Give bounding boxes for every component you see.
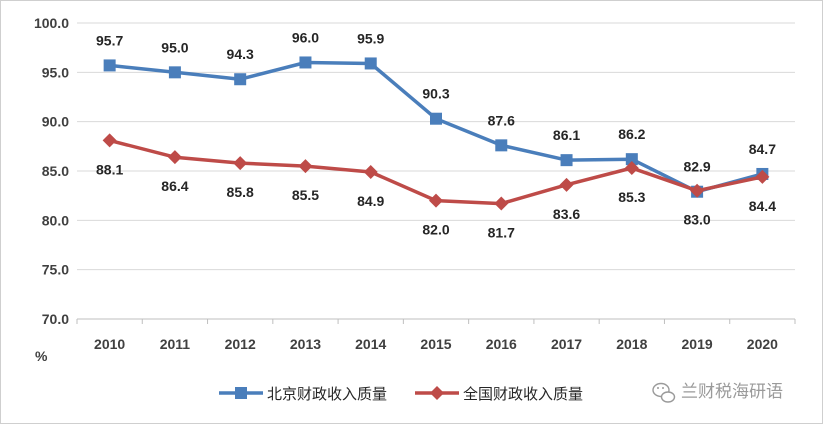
x-tick-label: 2013 bbox=[290, 336, 321, 352]
data-label: 85.8 bbox=[227, 184, 254, 200]
y-axis-unit: % bbox=[35, 348, 48, 364]
data-label: 83.0 bbox=[683, 212, 710, 228]
data-label: 96.0 bbox=[292, 29, 319, 45]
data-label: 94.3 bbox=[227, 46, 254, 62]
data-point-marker bbox=[298, 159, 313, 174]
data-point-marker bbox=[233, 156, 248, 171]
data-labels: 95.7 95.0 94.3 96.0 95.9 90.3 87.6 86.1 86.2 82.9… bbox=[96, 29, 776, 240]
data-label: 87.6 bbox=[488, 112, 515, 128]
data-point-marker bbox=[364, 57, 377, 70]
data-point-marker bbox=[430, 112, 442, 125]
legend-label-beijing: 北京财政收入质量 bbox=[267, 385, 387, 403]
data-point-marker bbox=[234, 73, 247, 86]
data-label: 82.9 bbox=[683, 159, 710, 175]
data-label: 95.0 bbox=[161, 39, 188, 55]
data-label: 86.2 bbox=[618, 126, 645, 142]
data-point-marker bbox=[560, 154, 573, 167]
wechat-icon bbox=[652, 382, 676, 403]
data-label: 95.9 bbox=[357, 30, 384, 46]
y-tick-label: 75.0 bbox=[42, 262, 69, 278]
legend-square-marker bbox=[235, 387, 247, 399]
data-point-marker bbox=[690, 183, 705, 198]
data-label: 95.7 bbox=[96, 32, 123, 48]
series-lines bbox=[102, 56, 770, 211]
data-label: 84.7 bbox=[749, 141, 776, 157]
data-point-marker bbox=[559, 177, 574, 192]
data-point-marker bbox=[363, 164, 378, 179]
watermark: 兰财税海研语 bbox=[652, 382, 783, 403]
x-tick-label: 2017 bbox=[551, 336, 582, 352]
y-tick-label: 100.0 bbox=[34, 15, 69, 31]
legend-label-national: 全国财政收入质量 bbox=[463, 385, 583, 403]
x-tick-label: 2015 bbox=[420, 336, 451, 352]
y-tick-label: 80.0 bbox=[42, 212, 69, 228]
y-tick-label: 85.0 bbox=[42, 163, 69, 179]
data-point-marker bbox=[167, 150, 182, 165]
x-tick-label: 2016 bbox=[486, 336, 517, 352]
data-point-marker bbox=[429, 193, 443, 208]
y-tick-label: 90.0 bbox=[42, 114, 69, 130]
x-tick-label: 2018 bbox=[616, 336, 647, 352]
data-label: 85.5 bbox=[292, 187, 319, 203]
data-point-marker bbox=[102, 133, 117, 148]
y-tick-label: 95.0 bbox=[42, 64, 69, 80]
data-label: 86.1 bbox=[553, 127, 580, 143]
data-label: 81.7 bbox=[488, 225, 515, 241]
watermark-text: 兰财税海研语 bbox=[681, 382, 783, 402]
x-tick-label: 2011 bbox=[160, 336, 191, 352]
legend-diamond-marker bbox=[430, 386, 444, 400]
data-point-marker bbox=[624, 161, 639, 176]
axes: 100.0 95.0 90.0 85.0 80.0 75.0 70.0 2010 2011 201… bbox=[34, 15, 796, 352]
data-label: 82.0 bbox=[422, 222, 449, 238]
data-label: 90.3 bbox=[422, 86, 449, 102]
data-point-marker bbox=[103, 59, 116, 72]
data-point-marker bbox=[168, 66, 181, 79]
x-tick-label: 2020 bbox=[747, 336, 778, 352]
data-label: 86.4 bbox=[161, 178, 188, 194]
data-point-marker bbox=[625, 153, 638, 166]
data-label: 83.6 bbox=[553, 206, 580, 222]
data-point-marker bbox=[495, 139, 508, 152]
x-tick-label: 2019 bbox=[682, 336, 713, 352]
data-point-marker bbox=[299, 56, 312, 69]
legend: 北京财政收入质量 全国财政收入质量 bbox=[219, 385, 583, 403]
data-label: 85.3 bbox=[618, 189, 645, 205]
x-tick-label: 2014 bbox=[355, 336, 386, 352]
x-tick-label: 2012 bbox=[225, 336, 256, 352]
data-label: 88.1 bbox=[96, 161, 123, 177]
data-label: 84.4 bbox=[749, 198, 776, 214]
x-tick-label: 2010 bbox=[94, 336, 125, 352]
series-line-beijing bbox=[109, 60, 763, 194]
y-tick-label: 70.0 bbox=[42, 311, 69, 327]
data-point-marker bbox=[494, 196, 509, 211]
data-point-marker bbox=[755, 169, 770, 184]
data-label: 84.9 bbox=[357, 193, 384, 209]
legend-item-beijing: 北京财政收入质量 bbox=[219, 385, 387, 403]
legend-item-national: 全国财政收入质量 bbox=[415, 385, 583, 403]
